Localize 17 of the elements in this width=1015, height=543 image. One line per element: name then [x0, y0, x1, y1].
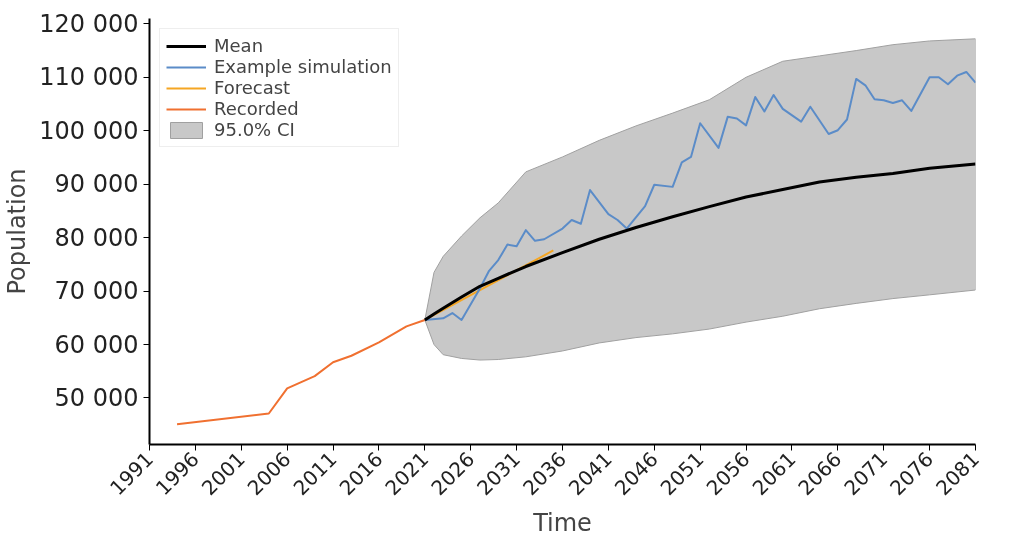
x-axis-title: Time — [532, 509, 592, 538]
line-series — [423, 162, 976, 322]
y-tick-label: 80 000 — [54, 223, 139, 252]
y-tick-label: 50 000 — [54, 384, 139, 412]
line-series — [176, 318, 426, 426]
y-tick-label: 100 000 — [39, 116, 139, 145]
y-tick-label: 110 000 — [39, 63, 139, 92]
y-axis-title: Population — [3, 168, 32, 295]
y-tick-label: 60 000 — [54, 330, 139, 359]
legend-label: 95.0% CI — [214, 119, 295, 140]
y-tick-label: 90 000 — [54, 170, 139, 199]
legend-label: Recorded — [214, 98, 299, 119]
legend-label: Forecast — [214, 77, 291, 98]
y-tick-label: 70 000 — [54, 277, 139, 306]
y-tick-label: 120 000 — [39, 9, 139, 38]
legend-label: Mean — [214, 35, 264, 56]
legend-label: Example simulation — [214, 56, 392, 77]
